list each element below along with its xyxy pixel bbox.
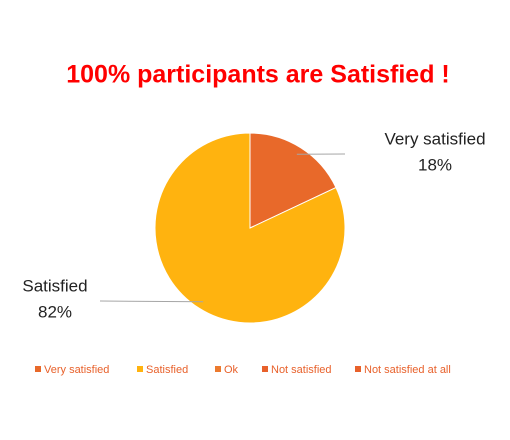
slice-value-label: 18% bbox=[418, 155, 452, 174]
legend-label: Not satisfied bbox=[271, 364, 332, 376]
legend-swatch bbox=[215, 366, 221, 372]
slice-category-label: Very satisfied bbox=[384, 129, 485, 148]
legend-swatch bbox=[137, 366, 143, 372]
legend-label: Ok bbox=[224, 364, 239, 376]
legend-label: Not satisfied at all bbox=[364, 364, 451, 376]
pie-slice bbox=[154, 132, 346, 324]
slice-category-label: Satisfied bbox=[22, 276, 87, 295]
legend-swatch bbox=[262, 366, 268, 372]
legend-swatch bbox=[35, 366, 41, 372]
leader-line bbox=[99, 300, 204, 303]
pie-slice bbox=[249, 132, 337, 229]
legend-label: Satisfied bbox=[146, 364, 188, 376]
slice-value-label: 82% bbox=[38, 302, 72, 321]
legend-label: Very satisfied bbox=[44, 364, 109, 376]
chart-title: 100% participants are Satisfied ! bbox=[66, 61, 449, 89]
legend-swatch bbox=[355, 366, 361, 372]
